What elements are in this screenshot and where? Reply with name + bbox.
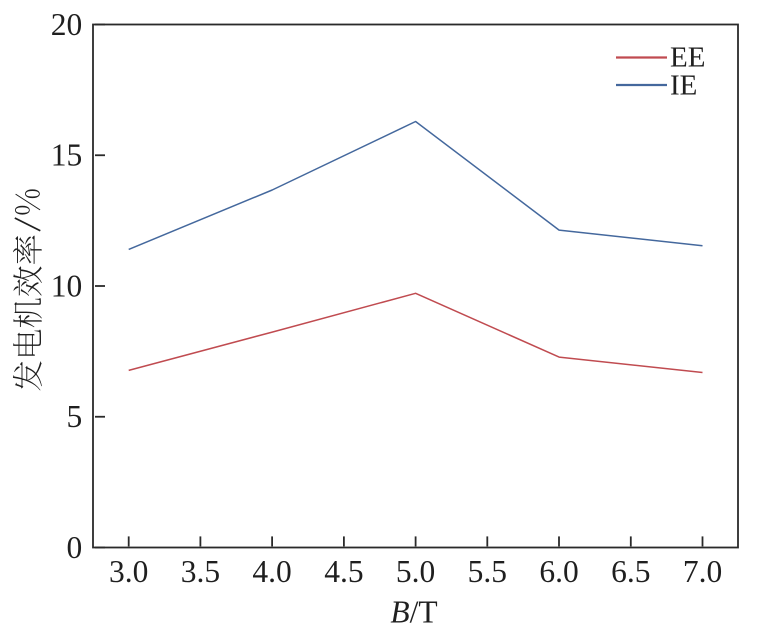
svg-text:IE: IE (670, 70, 697, 102)
svg-text:B/T: B/T (390, 595, 437, 630)
svg-text:20: 20 (51, 7, 83, 42)
svg-text:4.5: 4.5 (324, 554, 363, 589)
svg-text:5: 5 (67, 399, 83, 434)
svg-text:6.5: 6.5 (611, 554, 650, 589)
svg-text:10: 10 (51, 268, 83, 303)
svg-text:6.0: 6.0 (539, 554, 578, 589)
svg-text:3.5: 3.5 (181, 554, 220, 589)
svg-text:0: 0 (67, 530, 83, 565)
svg-text:3.0: 3.0 (109, 554, 148, 589)
svg-text:15: 15 (51, 138, 83, 173)
svg-text:5.0: 5.0 (396, 554, 435, 589)
svg-text:4.0: 4.0 (252, 554, 291, 589)
svg-text:5.5: 5.5 (468, 554, 507, 589)
svg-text:EE: EE (670, 41, 705, 73)
svg-text:7.0: 7.0 (683, 554, 722, 589)
